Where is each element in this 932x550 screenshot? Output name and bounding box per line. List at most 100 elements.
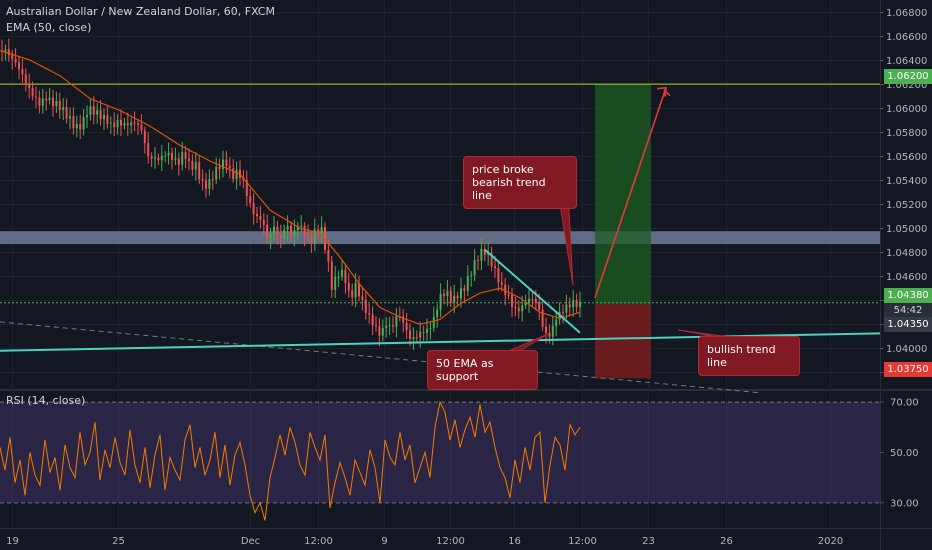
candle-body: [555, 319, 558, 327]
candle-body: [269, 233, 272, 239]
candle-body: [568, 304, 571, 308]
candle-body: [531, 298, 534, 300]
candle-body: [123, 123, 126, 126]
candle-body: [575, 300, 578, 307]
candle-body: [28, 84, 31, 89]
candle-body: [137, 123, 139, 125]
candle-body: [256, 213, 258, 217]
candle-body: [327, 250, 330, 262]
candle-body: [368, 313, 371, 315]
candle-body: [500, 282, 503, 285]
candle-body: [392, 325, 394, 327]
candle-body: [402, 316, 405, 323]
candle-body: [99, 110, 102, 120]
rsi-line: [0, 400, 581, 521]
x-tick-label: 19: [6, 536, 19, 547]
candle-body: [313, 229, 316, 243]
candle-body: [534, 299, 537, 303]
candle-body: [160, 155, 163, 161]
candle-body: [154, 157, 156, 159]
candle-body: [116, 119, 119, 128]
candle-body: [140, 124, 143, 131]
candle-body: [222, 159, 224, 170]
candle-body: [82, 117, 85, 130]
candle-body: [252, 203, 255, 214]
candle-body: [171, 152, 173, 160]
candle-body: [545, 326, 547, 333]
candle-body: [62, 107, 65, 111]
candle-body: [521, 305, 524, 312]
candle-body: [262, 219, 265, 225]
candle-body: [538, 302, 541, 310]
y-tick-label: 1.06800: [886, 8, 927, 19]
bearish-trend-line: [484, 249, 581, 334]
candle-body: [181, 152, 184, 165]
candle-body: [307, 235, 309, 237]
x-tick-label: 23: [642, 536, 655, 547]
candle-body: [551, 326, 554, 337]
prior-price-tag: 1.04350: [884, 317, 932, 332]
y-tick-label: 1.04000: [886, 344, 927, 355]
candle-body: [432, 317, 435, 328]
candle-body: [317, 229, 320, 234]
candle-body: [480, 248, 483, 261]
candle-body: [21, 69, 24, 75]
candle-body: [358, 283, 360, 297]
candle-body: [65, 107, 68, 119]
candle-body: [218, 166, 221, 170]
candle-body: [290, 225, 292, 237]
candle-body: [150, 156, 153, 159]
candle-body: [55, 100, 58, 106]
rsi-tick-label: 50.00: [890, 448, 919, 459]
candle-body: [419, 331, 422, 338]
candle-body: [249, 195, 252, 204]
y-tick-label: 1.06400: [886, 56, 927, 67]
annotation-bullish-trend-line: bullish trend line: [698, 336, 800, 376]
candle-body: [490, 252, 493, 267]
candle-body: [89, 106, 92, 115]
candle-body: [337, 276, 340, 278]
candle-body: [273, 226, 275, 234]
candle-body: [232, 168, 235, 180]
candle-body: [415, 337, 418, 339]
candle-body: [157, 157, 160, 161]
candle-body: [31, 88, 34, 97]
candle-body: [75, 123, 78, 129]
candle-body: [378, 326, 381, 336]
candle-body: [354, 283, 357, 298]
candle-body: [41, 98, 44, 106]
candle-body: [446, 290, 449, 297]
candle-body: [511, 294, 513, 307]
candle-body: [38, 97, 41, 106]
annotation-price-broke: price broke bearish trend line: [463, 156, 577, 209]
x-tick-label: Dec: [241, 536, 260, 547]
candle-body: [86, 114, 88, 118]
candle-body: [228, 165, 231, 169]
candle-body: [286, 225, 289, 230]
candle-body: [453, 295, 456, 303]
candle-body: [449, 290, 452, 303]
current-price-tag: 1.04380: [884, 288, 932, 303]
candle-body: [483, 248, 486, 255]
candle-body: [409, 330, 411, 340]
candle-body: [147, 142, 150, 157]
position-target-zone: [595, 84, 651, 304]
candle-body: [303, 225, 306, 236]
candle-body: [473, 260, 476, 276]
candle-body: [184, 152, 187, 159]
candle-body: [375, 325, 377, 327]
candle-body: [126, 123, 129, 126]
candle-body: [24, 74, 27, 85]
ema-legend: EMA (50, close): [6, 21, 92, 34]
candle-body: [385, 325, 388, 329]
candle-body: [18, 62, 20, 70]
candle-body: [109, 122, 112, 124]
candle-body: [4, 49, 7, 52]
resistance-zone: [0, 231, 880, 245]
y-tick-label: 1.05000: [886, 224, 927, 235]
symbol-title: Australian Dollar / New Zealand Dollar, …: [6, 5, 275, 18]
ema-line: [0, 49, 581, 325]
candle-body: [266, 224, 269, 239]
y-tick-label: 1.05200: [886, 200, 927, 211]
